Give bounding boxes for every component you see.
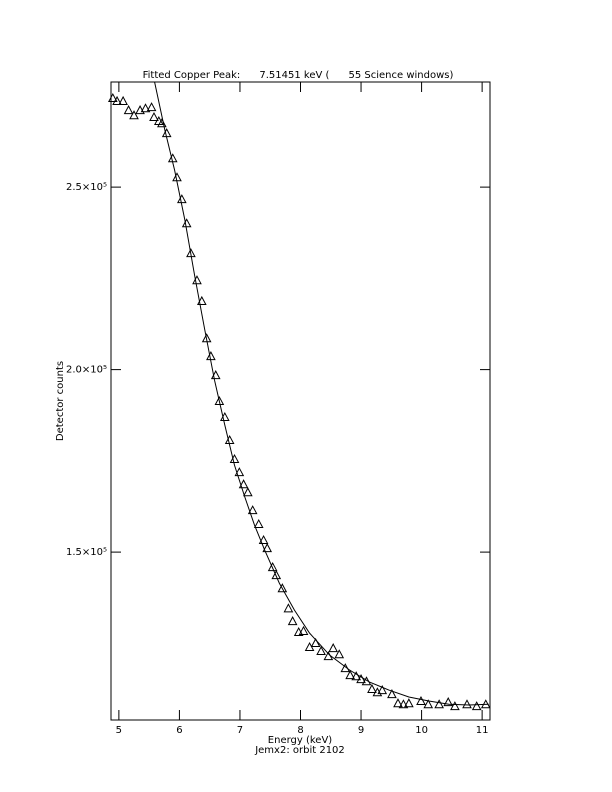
data-point bbox=[283, 603, 294, 613]
data-point bbox=[186, 248, 196, 258]
plot-area bbox=[154, 82, 489, 706]
x-tick-label: 5 bbox=[116, 725, 122, 736]
x-tick-label: 6 bbox=[176, 725, 182, 736]
data-point bbox=[196, 295, 207, 305]
data-point bbox=[398, 699, 409, 709]
data-point bbox=[471, 701, 482, 711]
data-point bbox=[253, 518, 264, 529]
data-point bbox=[177, 194, 187, 204]
data-point bbox=[146, 102, 157, 112]
data-point bbox=[277, 583, 288, 593]
data-point bbox=[118, 95, 128, 105]
x-tick-label: 10 bbox=[415, 725, 428, 736]
data-point bbox=[443, 697, 454, 707]
data-point bbox=[167, 153, 178, 163]
data-point bbox=[287, 616, 298, 626]
data-point bbox=[219, 411, 230, 422]
data-point bbox=[480, 699, 491, 709]
data-point bbox=[181, 218, 192, 228]
data-point bbox=[316, 645, 326, 656]
data-point bbox=[149, 111, 159, 122]
y-tick-label: 2.0×10⁵ bbox=[66, 365, 107, 376]
data-point bbox=[238, 479, 249, 489]
data-point bbox=[334, 649, 345, 659]
data-point bbox=[340, 663, 351, 673]
data-point bbox=[267, 562, 278, 572]
x-axis-title: Energy (keV) bbox=[268, 735, 333, 746]
data-point bbox=[192, 275, 202, 285]
data-point bbox=[387, 689, 397, 699]
data-point bbox=[262, 543, 273, 553]
data-point bbox=[323, 651, 334, 661]
data-point bbox=[393, 698, 403, 708]
y-tick-label: 1.5×10⁵ bbox=[66, 547, 107, 558]
x-tick-label: 7 bbox=[237, 725, 243, 736]
data-point bbox=[328, 643, 339, 653]
data-point bbox=[423, 699, 434, 709]
data-point bbox=[416, 695, 426, 706]
data-point bbox=[242, 487, 253, 497]
data-point bbox=[298, 625, 309, 635]
data-point bbox=[367, 683, 377, 693]
data-point bbox=[107, 92, 118, 103]
data-point bbox=[258, 534, 269, 545]
data-point bbox=[214, 395, 225, 405]
x-tick-label: 8 bbox=[297, 725, 303, 736]
data-point bbox=[234, 467, 245, 477]
data-point bbox=[351, 671, 362, 681]
data-point bbox=[201, 333, 212, 343]
data-point bbox=[140, 103, 151, 113]
subtitle: Jemx2: orbit 2102 bbox=[254, 745, 345, 756]
data-point bbox=[404, 698, 414, 708]
data-point bbox=[247, 505, 258, 515]
data-point bbox=[434, 699, 444, 709]
data-point bbox=[112, 95, 122, 105]
data-point bbox=[356, 674, 366, 684]
x-tick-label: 11 bbox=[476, 725, 489, 736]
data-point bbox=[224, 434, 235, 445]
chart-title: Fitted Copper Peak: 7.51451 keV ( 55 Sci… bbox=[143, 70, 454, 81]
data-point bbox=[210, 370, 221, 380]
x-tick-label: 9 bbox=[358, 725, 364, 736]
data-point bbox=[206, 351, 216, 361]
plot-frame bbox=[110, 81, 491, 721]
y-axis-title: Detector counts bbox=[55, 361, 66, 441]
y-tick-label: 2.5×10⁵ bbox=[66, 182, 107, 193]
data-point bbox=[161, 128, 172, 138]
data-point bbox=[123, 105, 134, 115]
data-point bbox=[377, 685, 388, 695]
data-point bbox=[310, 637, 321, 647]
data-point bbox=[172, 172, 182, 182]
data-point bbox=[345, 670, 355, 680]
data-point bbox=[271, 570, 282, 580]
data-point bbox=[462, 699, 472, 709]
data-point bbox=[229, 453, 240, 464]
data-point bbox=[450, 701, 460, 711]
data-point bbox=[361, 676, 372, 686]
data-point bbox=[157, 118, 167, 128]
data-point bbox=[129, 110, 139, 120]
fit-line bbox=[154, 82, 489, 706]
